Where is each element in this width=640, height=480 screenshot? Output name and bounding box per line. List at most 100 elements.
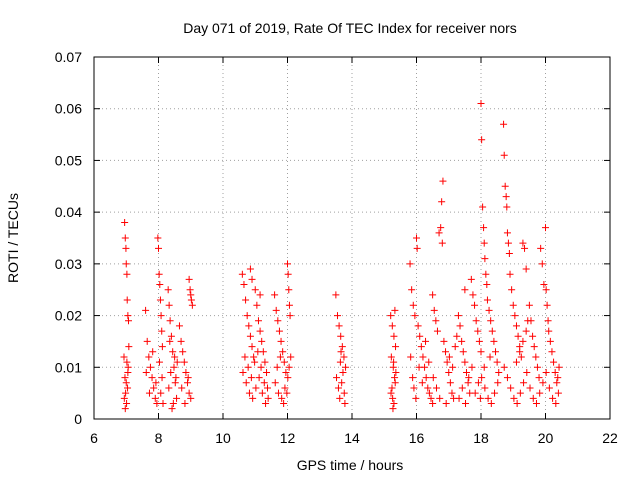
data-point bbox=[177, 337, 185, 345]
data-point bbox=[532, 399, 540, 407]
data-point bbox=[440, 337, 448, 345]
data-point bbox=[169, 348, 177, 356]
data-point bbox=[271, 291, 279, 299]
data-point bbox=[409, 374, 417, 382]
x-tick-label: 6 bbox=[90, 430, 98, 446]
data-point bbox=[410, 384, 418, 392]
data-point bbox=[551, 368, 559, 376]
data-point bbox=[424, 384, 432, 392]
data-point bbox=[156, 281, 164, 289]
data-point bbox=[417, 343, 425, 351]
data-point bbox=[427, 394, 435, 402]
data-point bbox=[517, 353, 525, 361]
data-point bbox=[123, 270, 131, 278]
data-point bbox=[511, 312, 519, 320]
data-point bbox=[445, 353, 453, 361]
data-point bbox=[285, 363, 293, 371]
data-point bbox=[438, 239, 446, 247]
data-point bbox=[121, 234, 129, 242]
data-point bbox=[271, 379, 279, 387]
data-point bbox=[123, 296, 131, 304]
x-tick-label: 14 bbox=[344, 430, 360, 446]
data-point bbox=[252, 384, 260, 392]
data-point bbox=[546, 337, 554, 345]
data-point bbox=[120, 353, 128, 361]
data-point bbox=[487, 317, 495, 325]
data-point bbox=[526, 384, 534, 392]
data-point bbox=[164, 286, 172, 294]
data-point bbox=[537, 244, 545, 252]
data-point bbox=[251, 358, 259, 366]
data-point bbox=[408, 286, 416, 294]
data-point bbox=[165, 384, 173, 392]
data-point bbox=[451, 343, 459, 351]
data-point bbox=[155, 270, 163, 278]
data-point bbox=[332, 291, 340, 299]
data-point bbox=[158, 327, 166, 335]
data-point bbox=[340, 353, 348, 361]
data-point bbox=[278, 394, 286, 402]
data-point bbox=[532, 353, 540, 361]
data-point bbox=[274, 389, 282, 397]
data-point bbox=[461, 358, 469, 366]
data-point bbox=[335, 322, 343, 330]
data-point bbox=[543, 301, 551, 309]
data-point bbox=[244, 363, 252, 371]
data-point bbox=[158, 343, 166, 351]
data-point bbox=[529, 394, 537, 402]
data-point bbox=[406, 260, 414, 268]
data-point bbox=[481, 384, 489, 392]
y-tick-label: 0.02 bbox=[55, 308, 82, 324]
data-point bbox=[258, 337, 266, 345]
data-point bbox=[553, 379, 561, 387]
data-point bbox=[464, 379, 472, 387]
data-point bbox=[387, 389, 395, 397]
data-point bbox=[494, 379, 502, 387]
data-point bbox=[121, 405, 129, 413]
data-point bbox=[474, 379, 482, 387]
data-point bbox=[500, 363, 508, 371]
data-point bbox=[170, 363, 178, 371]
data-point bbox=[453, 332, 461, 340]
data-point bbox=[474, 327, 482, 335]
y-tick-label: 0.01 bbox=[55, 359, 82, 375]
data-point bbox=[122, 244, 130, 252]
data-point bbox=[488, 327, 496, 335]
data-point bbox=[442, 399, 450, 407]
data-point bbox=[429, 399, 437, 407]
data-point bbox=[415, 363, 423, 371]
data-point bbox=[442, 348, 450, 356]
data-points bbox=[120, 100, 563, 413]
data-point bbox=[545, 384, 553, 392]
data-point bbox=[503, 229, 511, 237]
data-point bbox=[390, 399, 398, 407]
data-point bbox=[407, 353, 415, 361]
data-point bbox=[490, 337, 498, 345]
data-point bbox=[120, 394, 128, 402]
data-point bbox=[121, 218, 129, 226]
data-point bbox=[124, 312, 132, 320]
data-point bbox=[437, 224, 445, 232]
data-point bbox=[409, 301, 417, 309]
data-point bbox=[171, 379, 179, 387]
data-point bbox=[155, 358, 163, 366]
data-point bbox=[446, 379, 454, 387]
data-point bbox=[165, 301, 173, 309]
data-point bbox=[425, 389, 433, 397]
data-point bbox=[432, 317, 440, 325]
data-point bbox=[554, 389, 562, 397]
data-point bbox=[124, 368, 132, 376]
data-point bbox=[280, 358, 288, 366]
data-point bbox=[276, 353, 284, 361]
data-point bbox=[542, 286, 550, 294]
data-point bbox=[251, 286, 259, 294]
data-point bbox=[188, 301, 196, 309]
data-point bbox=[554, 374, 562, 382]
data-point bbox=[178, 384, 186, 392]
data-point bbox=[548, 348, 556, 356]
data-point bbox=[468, 363, 476, 371]
data-point bbox=[522, 265, 530, 273]
data-point bbox=[529, 332, 537, 340]
y-axis-label: ROTI / TECUs bbox=[5, 193, 21, 283]
data-point bbox=[284, 260, 291, 268]
